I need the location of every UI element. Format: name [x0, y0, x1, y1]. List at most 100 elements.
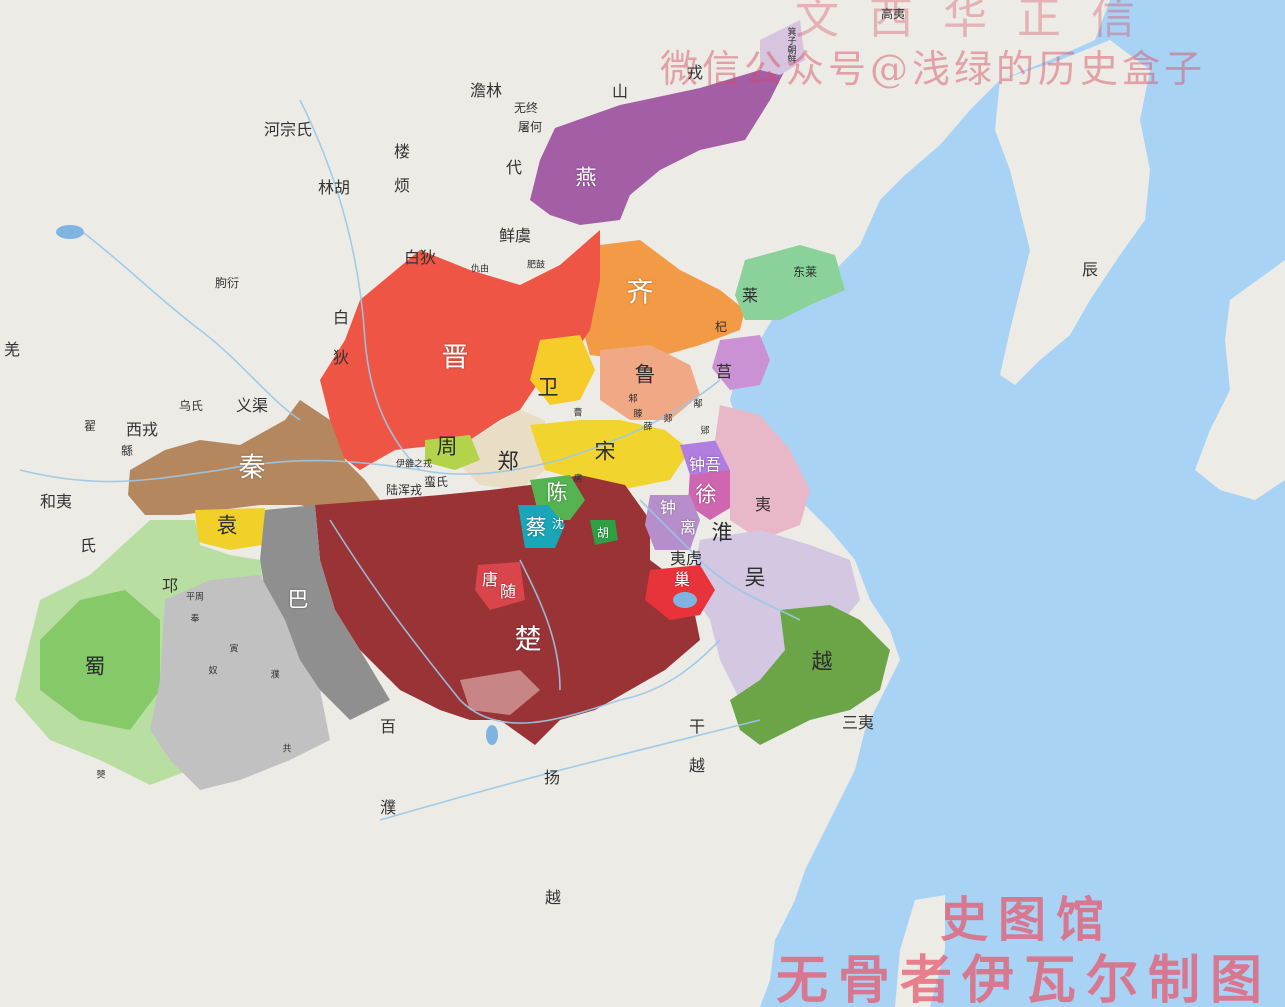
label-chen-han: 辰 [1081, 260, 1099, 279]
hu-territory [590, 520, 618, 545]
wu-territory [690, 530, 860, 700]
label-lu: 鲁 [634, 362, 656, 387]
label-gong: 共 [282, 744, 292, 755]
yue-territory [730, 605, 890, 745]
label-yi-hu: 夷虎 [669, 549, 703, 568]
label-huaiyi: 淮 [711, 520, 733, 545]
label-tang: 唐 [481, 570, 499, 589]
qin-territory [128, 400, 380, 515]
label-he-yi: 和夷 [39, 492, 73, 511]
label-yuan: 袁 [216, 513, 238, 538]
zhou-territory [425, 435, 480, 470]
label-teng: 滕 [633, 409, 643, 420]
label-fang: 房 [573, 474, 583, 485]
label-gaoyi: 高夷 [880, 7, 906, 21]
label-kong: 邛 [161, 576, 179, 595]
label-chen: 陈 [546, 480, 568, 505]
label-yi-qu: 义渠 [235, 396, 269, 415]
label-chu: 楚 [514, 624, 542, 656]
watermark-top-partial: 文西华正信 [795, 0, 1165, 44]
label-ba: 巴 [287, 587, 309, 612]
label-lin-hu: 林胡 [317, 178, 351, 197]
label-song: 宋 [594, 439, 616, 464]
label-wei: 卫 [537, 375, 559, 400]
label-chou-you: 仇由 [470, 264, 490, 275]
label-lou: 楼 [393, 142, 411, 161]
label-feng: 奉 [190, 614, 200, 625]
label-shi: 氏 [79, 536, 97, 555]
tang-territory [475, 562, 525, 610]
label-chao: 巢 [673, 570, 691, 589]
label-cao: 曹 [573, 408, 583, 419]
label-lu-hun-rong: 陆浑戎 [385, 483, 423, 497]
label-qu-yan: 朐衍 [214, 276, 240, 290]
label-lai: 莱 [741, 286, 759, 305]
label-bai-di: 白狄 [403, 248, 437, 267]
ping-zhou-territory [150, 575, 330, 790]
label-tu-he: 屠何 [517, 120, 543, 134]
label-mian: 緜 [120, 444, 134, 458]
label-shu: 蜀 [84, 654, 106, 679]
label-yan: 燕 [575, 165, 597, 190]
label-nu: 奴 [208, 666, 218, 677]
label-ping-zhou: 平周 [185, 592, 205, 603]
label-bai: 白 [332, 308, 350, 327]
label-dong-lai: 东莱 [792, 265, 818, 279]
label-yang: 扬 [543, 768, 561, 787]
label-yue: 越 [811, 649, 833, 674]
watermark-top: 微信公众号@浅绿的历史盒子 [660, 47, 1207, 91]
label-wu: 吴 [744, 565, 766, 590]
label-wuyu: 鄅 [693, 399, 703, 410]
ju-territory [712, 335, 770, 390]
wei-territory [530, 335, 595, 405]
zhongli-territory [645, 495, 700, 550]
label-tu-lin: 澹林 [469, 81, 503, 100]
label-bo: 僰 [96, 770, 106, 781]
label-qi: 齐 [626, 277, 654, 309]
label-zhu: 邾 [628, 394, 638, 405]
label-yin: 寅 [229, 644, 239, 655]
qi-territory [580, 240, 745, 360]
lu-territory [600, 345, 700, 420]
label-qi-small: 杞 [714, 320, 728, 334]
label-xian-yu: 鲜虞 [498, 226, 532, 245]
taiwan [895, 895, 945, 1007]
label-tan: 郯 [663, 414, 673, 425]
label-gan-yue: 越 [688, 756, 706, 775]
yuan-territory [195, 508, 265, 550]
zhongwu-territory [680, 440, 730, 475]
label-xi-rong: 西戎 [125, 420, 159, 439]
label-zhongwu: 钟吾 [688, 455, 722, 474]
huaiyi-territory [715, 405, 810, 540]
marsh-dotted [460, 670, 540, 715]
label-jizi-chaoxian: 箕子朝鲜 [785, 27, 796, 63]
label-yue-south: 越 [544, 888, 562, 907]
label-xu: 徐 [695, 482, 717, 507]
label-zhongli-b: 离 [679, 518, 697, 537]
rivers [19, 99, 801, 821]
label-qiang: 羌 [3, 340, 21, 359]
jin-territory [320, 230, 600, 470]
label-ju: 莒 [715, 362, 733, 381]
label-fei-gu: 肥鼓 [526, 260, 546, 271]
korea [995, 40, 1150, 385]
dong-lai-territory [735, 245, 845, 320]
label-gan: 干 [688, 717, 706, 736]
liaodong [760, 80, 880, 180]
label-pu-a: 濮 [270, 670, 280, 681]
jizi-chaoxian-territory [760, 20, 805, 75]
label-jin: 晋 [441, 342, 469, 374]
ba-territory [260, 505, 390, 720]
label-shan: 山 [611, 82, 629, 101]
song-territory [530, 420, 690, 490]
label-fan: 烦 [393, 176, 411, 195]
label-xue: 薛 [643, 422, 653, 433]
label-bai-yue: 百 [379, 717, 397, 736]
label-wu-shi: 乌氏 [178, 399, 204, 413]
label-san-yi: 三夷 [841, 713, 875, 732]
label-zheng: 郑 [497, 449, 519, 474]
label-cai: 蔡 [525, 515, 547, 540]
lake-chao [673, 592, 697, 608]
label-he-zong: 河宗氏 [263, 120, 313, 139]
